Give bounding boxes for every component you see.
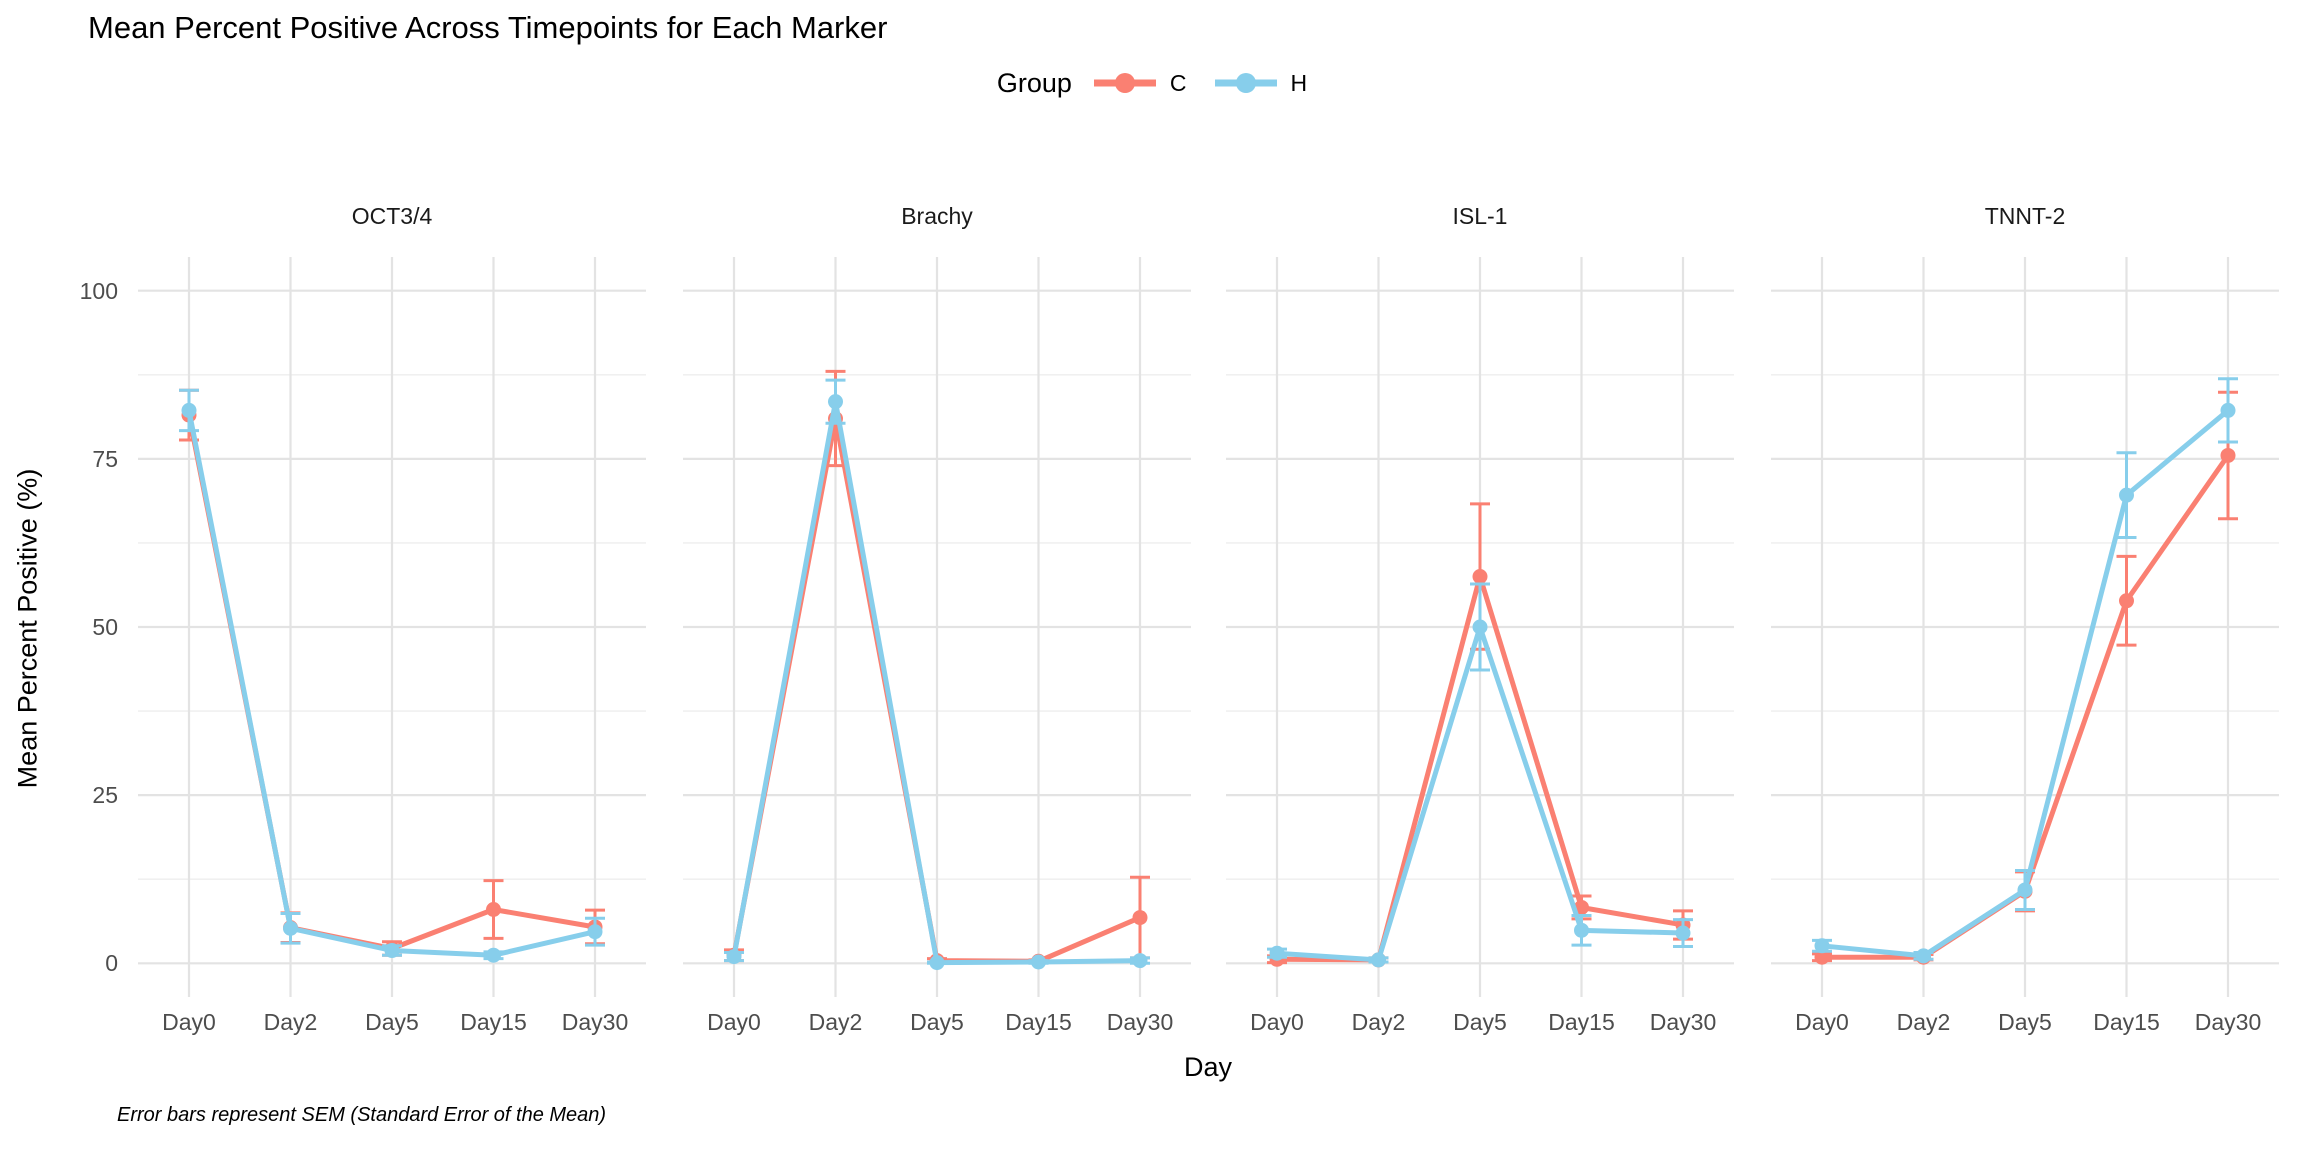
legend-item-h: H bbox=[1213, 66, 1308, 100]
data-point-c bbox=[1814, 949, 1830, 965]
legend-item-label: C bbox=[1169, 69, 1187, 96]
facet-panel-4 bbox=[1771, 257, 2279, 997]
x-tick-label: Day15 bbox=[1005, 1009, 1072, 1035]
data-point-h bbox=[181, 402, 197, 418]
data-point-h bbox=[1371, 952, 1386, 968]
x-tick-label: Day0 bbox=[162, 1009, 216, 1035]
data-point-h bbox=[1031, 954, 1046, 970]
x-tick-label: Day2 bbox=[1896, 1009, 1951, 1035]
data-point-h bbox=[1675, 925, 1691, 941]
x-axis-title: Day bbox=[1183, 1052, 1232, 1082]
data-point-c bbox=[1574, 899, 1589, 915]
facet-panel-2 bbox=[683, 257, 1191, 997]
x-tick-label: Day15 bbox=[460, 1009, 527, 1035]
x-tick-label: Day0 bbox=[1250, 1009, 1304, 1035]
legend-key-icon bbox=[1093, 73, 1156, 93]
data-point-c bbox=[486, 901, 501, 917]
x-tick-label: Day5 bbox=[365, 1009, 419, 1035]
legend-item-label: H bbox=[1290, 69, 1308, 96]
data-point-h bbox=[2220, 402, 2236, 418]
data-point-h bbox=[828, 394, 843, 410]
data-point-h bbox=[1574, 922, 1589, 938]
y-tick-label: 100 bbox=[79, 277, 118, 304]
facet-panel-3 bbox=[1226, 257, 1734, 997]
x-tick-label: Day2 bbox=[263, 1009, 318, 1035]
x-tick-label: Day2 bbox=[1351, 1009, 1406, 1035]
legend-title: Group bbox=[996, 67, 1072, 98]
x-tick-label: Day0 bbox=[707, 1009, 761, 1035]
data-point-c bbox=[1472, 569, 1488, 585]
legend-key-icon bbox=[1214, 73, 1277, 93]
x-tick-label: Day5 bbox=[910, 1009, 964, 1035]
y-tick-label: 50 bbox=[92, 614, 118, 640]
x-tick-label: Day5 bbox=[1998, 1009, 2052, 1035]
x-tick-label: Day30 bbox=[1649, 1009, 1717, 1035]
x-tick-label: Day30 bbox=[1106, 1009, 1174, 1035]
x-tick-label: Day2 bbox=[808, 1009, 863, 1035]
legend-item-c: C bbox=[1092, 66, 1187, 100]
page-title: Mean Percent Positive Across Timepoints … bbox=[88, 10, 888, 45]
data-point-h bbox=[1132, 953, 1148, 969]
data-point-h bbox=[587, 924, 603, 940]
data-point-h bbox=[1472, 619, 1488, 635]
data-point-c bbox=[2220, 447, 2236, 463]
data-point-c bbox=[2119, 593, 2134, 609]
data-point-h bbox=[1916, 948, 1931, 964]
data-point-h bbox=[726, 949, 742, 965]
y-tick-label: 75 bbox=[92, 445, 118, 472]
x-tick-label: Day0 bbox=[1795, 1009, 1849, 1035]
facet-label-1: OCT3/4 bbox=[351, 203, 433, 229]
data-point-h bbox=[929, 955, 945, 971]
data-point-h bbox=[1814, 938, 1830, 954]
facet-panel-1 bbox=[138, 257, 646, 997]
data-point-h bbox=[283, 920, 298, 936]
x-tick-label: Day5 bbox=[1453, 1009, 1507, 1035]
y-tick-label: 25 bbox=[92, 782, 118, 809]
facet-label-4: TNNT-2 bbox=[1984, 203, 2066, 229]
data-point-h bbox=[2119, 487, 2134, 503]
data-point-h bbox=[2017, 882, 2033, 898]
x-tick-label: Day30 bbox=[561, 1009, 629, 1035]
x-tick-label: Day15 bbox=[2093, 1009, 2160, 1035]
data-point-c bbox=[1132, 910, 1148, 926]
y-tick-label: 0 bbox=[105, 950, 118, 977]
caption: Error bars represent SEM (Standard Error… bbox=[117, 1104, 607, 1126]
facet-label-3: ISL-1 bbox=[1452, 203, 1508, 229]
data-point-h bbox=[1269, 945, 1285, 961]
data-point-h bbox=[486, 947, 501, 963]
data-point-h bbox=[384, 943, 400, 959]
facet-label-2: Brachy bbox=[901, 203, 973, 229]
x-tick-label: Day15 bbox=[1548, 1009, 1615, 1035]
x-tick-label: Day30 bbox=[2194, 1009, 2262, 1035]
